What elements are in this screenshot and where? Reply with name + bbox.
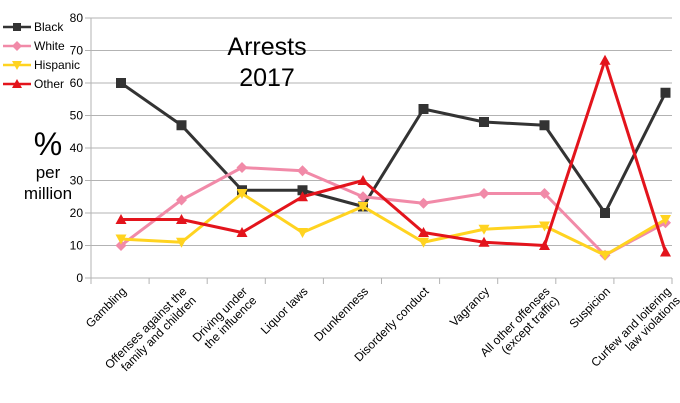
y-axis-label: % per million bbox=[8, 126, 88, 204]
data-point-hispanic bbox=[539, 221, 550, 232]
x-tick-label: Vagrancy bbox=[447, 284, 492, 329]
data-point-hispanic bbox=[115, 234, 127, 245]
data-point-hispanic bbox=[599, 250, 611, 261]
legend-swatch-white bbox=[3, 41, 31, 51]
y-axis-ticks: 0 10 20 30 40 50 60 70 80 bbox=[70, 11, 84, 285]
data-point-other bbox=[660, 246, 671, 257]
y-axis-label-line-1: % bbox=[33, 126, 63, 162]
data-point-other bbox=[599, 54, 611, 65]
data-point-white bbox=[539, 188, 550, 199]
data-point-hispanic bbox=[478, 224, 490, 235]
data-point-white bbox=[176, 194, 187, 206]
data-point-white bbox=[236, 162, 248, 173]
chart-title-line-2: 2017 bbox=[239, 64, 295, 92]
series-line-other bbox=[121, 58, 667, 253]
data-point-other bbox=[478, 236, 490, 247]
data-point-other bbox=[418, 227, 429, 237]
data-point-other bbox=[539, 240, 550, 250]
data-point-white bbox=[357, 191, 369, 203]
data-point-hispanic bbox=[357, 202, 369, 212]
data-point-black bbox=[418, 104, 429, 114]
y-tick-label: 60 bbox=[70, 76, 84, 90]
data-point-white bbox=[478, 188, 490, 199]
series-line-hispanic bbox=[120, 192, 667, 257]
legend-label-other: Other bbox=[34, 77, 65, 91]
legend-swatch-other bbox=[3, 79, 31, 88]
legend-label-white: White bbox=[34, 39, 65, 53]
data-point-hispanic bbox=[297, 228, 308, 238]
x-tick-label: Gambling bbox=[83, 284, 129, 330]
y-tick-label: 20 bbox=[70, 206, 84, 220]
data-point-other bbox=[297, 191, 308, 202]
data-point-white bbox=[115, 240, 127, 251]
x-tick-label-line: Vagrancy bbox=[447, 284, 492, 329]
x-tick-label-line: Liquor laws bbox=[258, 284, 311, 337]
grid-lines bbox=[85, 17, 673, 284]
data-point-hispanic bbox=[236, 189, 248, 199]
data-point-other bbox=[357, 175, 369, 185]
x-tick-label: Drunkenness bbox=[311, 284, 371, 344]
x-tick-label: Suspicion bbox=[566, 284, 613, 331]
y-tick-label: 80 bbox=[70, 11, 84, 25]
legend-label-hispanic: Hispanic bbox=[34, 58, 81, 72]
series-line-white bbox=[120, 166, 667, 257]
chart-title: Arrests 2017 bbox=[197, 32, 337, 94]
data-point-black bbox=[539, 120, 550, 131]
x-tick-label: Driving underthe influence bbox=[190, 284, 260, 354]
data-point-black bbox=[479, 117, 489, 127]
x-tick-label-line: Gambling bbox=[83, 284, 129, 330]
y-axis-label-line-3: million bbox=[23, 184, 73, 203]
data-point-white bbox=[418, 197, 429, 209]
chart-title-line-1: Arrests bbox=[227, 33, 307, 61]
series-line-black bbox=[120, 81, 667, 215]
data-point-hispanic bbox=[418, 237, 429, 248]
y-tick-label: 70 bbox=[70, 44, 84, 58]
data-point-black bbox=[600, 208, 610, 218]
y-tick-label: 50 bbox=[70, 109, 84, 123]
data-point-black bbox=[297, 185, 308, 196]
x-tick-label-line: Suspicion bbox=[566, 284, 613, 331]
y-tick-label: 10 bbox=[70, 239, 84, 253]
data-point-hispanic bbox=[176, 237, 187, 248]
y-tick-label: 30 bbox=[70, 174, 84, 188]
data-point-black bbox=[116, 78, 126, 88]
data-point-black bbox=[660, 87, 671, 98]
y-tick-label: 0 bbox=[76, 271, 83, 285]
y-axis-label-line-2: per bbox=[35, 163, 61, 182]
data-point-black bbox=[176, 120, 187, 131]
x-tick-label: All other offenses(except traffic) bbox=[477, 284, 562, 369]
legend-swatch-black bbox=[3, 23, 31, 31]
data-point-white bbox=[297, 165, 308, 177]
x-tick-label-line: Drunkenness bbox=[311, 284, 371, 344]
data-point-hispanic bbox=[660, 215, 671, 225]
data-point-other bbox=[176, 214, 187, 224]
data-point-other bbox=[115, 214, 127, 224]
data-point-other bbox=[236, 227, 248, 237]
series-lines bbox=[115, 54, 671, 261]
legend-label-black: Black bbox=[34, 20, 64, 34]
legend-swatch-hispanic bbox=[3, 61, 31, 70]
x-tick-label: Liquor laws bbox=[258, 284, 311, 337]
y-tick-label: 40 bbox=[70, 141, 84, 155]
